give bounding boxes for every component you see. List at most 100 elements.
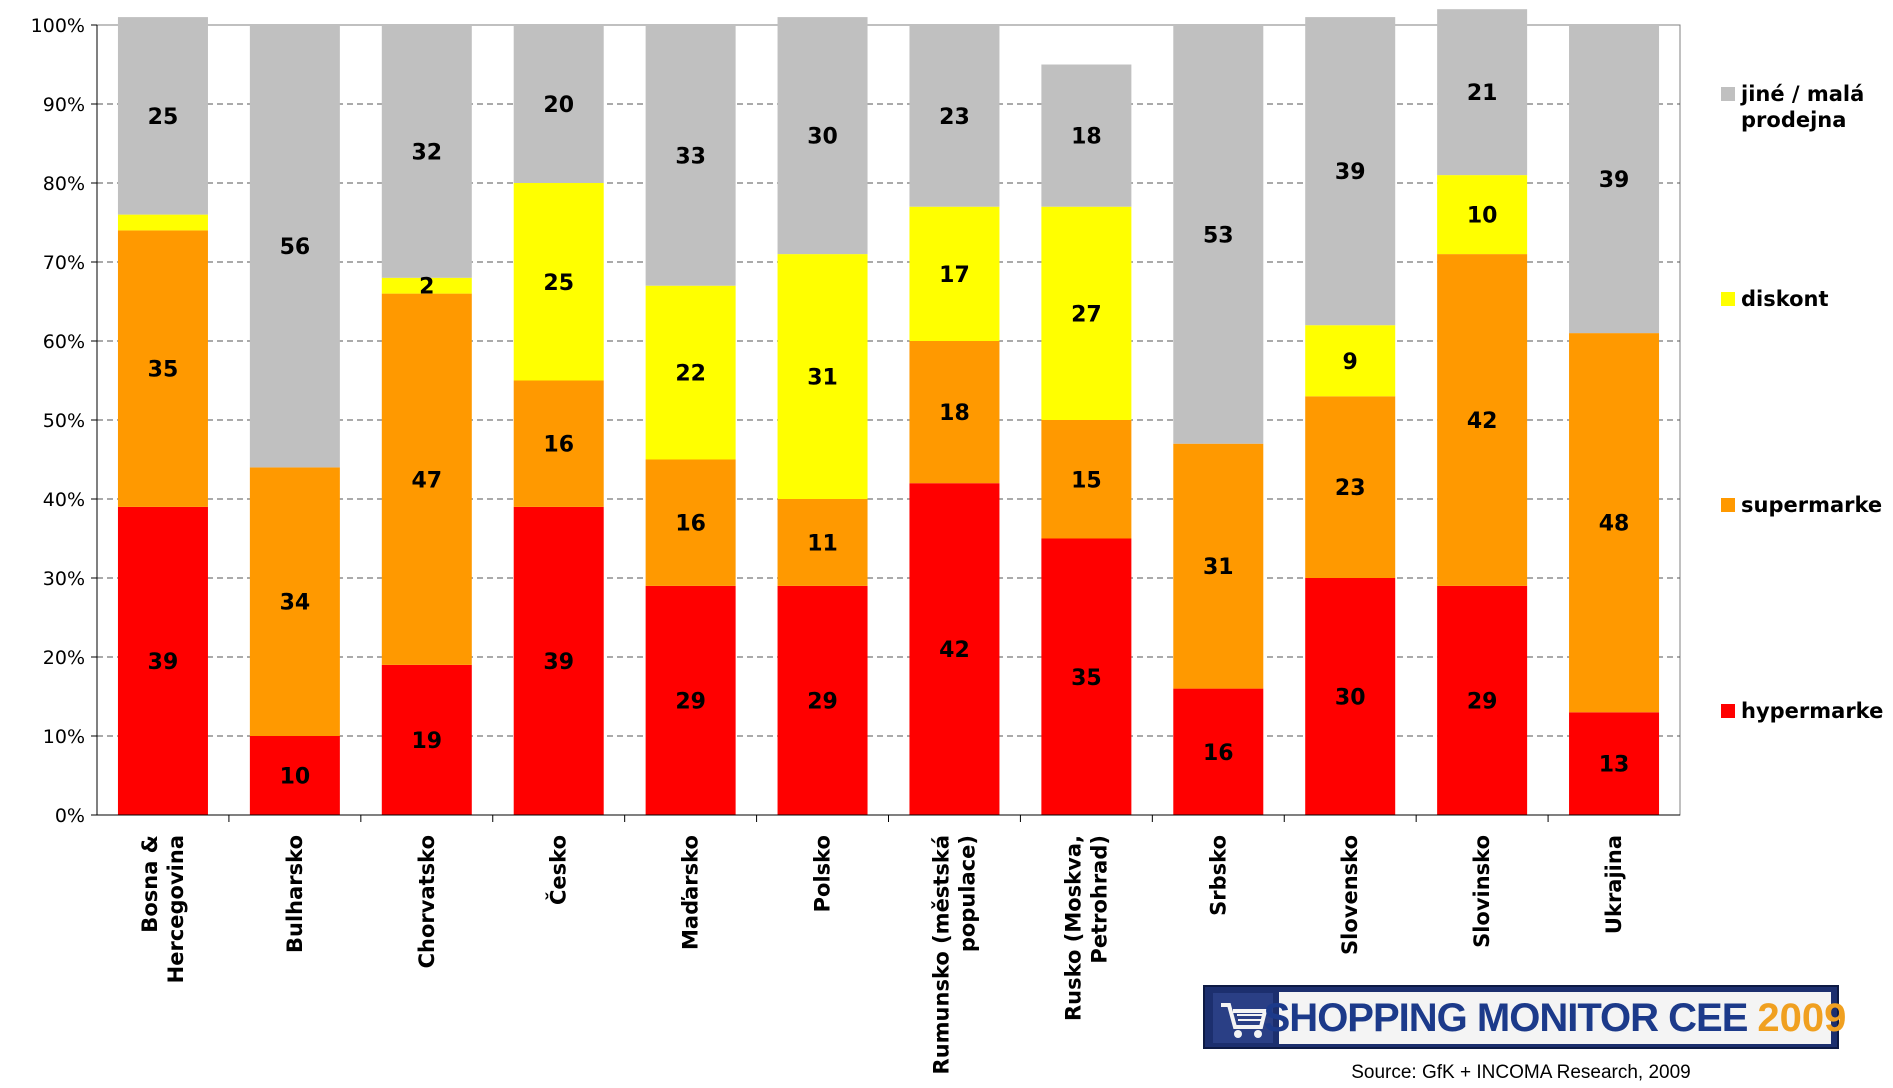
data-label: 31 [807, 366, 838, 391]
bar-segment-3-0 [117, 17, 208, 215]
bar-segment-1-2 [381, 293, 472, 665]
data-label: 29 [807, 689, 838, 714]
y-tick-label: 0% [55, 805, 85, 827]
bar-segment-2-2 [381, 277, 472, 294]
data-label: 42 [1467, 409, 1498, 434]
bar-segment-3-3 [513, 25, 604, 183]
category-label-group: Ukrajina [1602, 835, 1626, 934]
legend-label: diskont [1741, 287, 1829, 311]
y-tick-label: 10% [43, 726, 85, 748]
gridlines [97, 103, 1680, 737]
data-label: 22 [675, 362, 706, 387]
bar-segment-2-7 [1041, 206, 1132, 420]
x-category-label: populace) [955, 835, 979, 952]
y-tick-label: 80% [43, 173, 85, 195]
bar-segment-0-4 [645, 585, 736, 815]
x-category-label: Petrohrad) [1087, 835, 1111, 964]
bar-segment-3-4 [645, 25, 736, 286]
data-label: 27 [1071, 302, 1102, 327]
data-label: 31 [1203, 555, 1234, 580]
category-label-group: Srbsko [1206, 835, 1230, 916]
logo-year: 2009 [1757, 995, 1847, 1040]
y-tick-label: 60% [43, 331, 85, 353]
x-category-label: Srbsko [1206, 835, 1230, 916]
data-label: 18 [939, 401, 970, 426]
x-category-label: Rumunsko (městská [929, 835, 953, 1074]
data-label: 34 [280, 591, 311, 616]
data-label: 2 [419, 275, 434, 300]
data-label: 23 [1335, 476, 1366, 501]
bar-segment-3-6 [909, 25, 1000, 207]
bar-segment-2-0 [117, 214, 208, 231]
bar-segment-0-3 [513, 506, 604, 815]
bar-segment-2-6 [909, 206, 1000, 341]
data-label: 29 [675, 689, 706, 714]
data-label: 20 [543, 93, 574, 118]
bar-segment-3-8 [1173, 25, 1264, 444]
legend-label: supermarke [1741, 493, 1882, 517]
legend-label: prodejna [1741, 108, 1846, 132]
source-note: Source: GfK + INCOMA Research, 2009 [1351, 1062, 1691, 1083]
data-label: 42 [939, 638, 970, 663]
bar-segment-1-5 [777, 499, 868, 586]
y-tick-label: 50% [43, 410, 85, 432]
data-label: 16 [675, 512, 706, 537]
bar-segment-3-1 [249, 25, 340, 468]
bar-segment-1-3 [513, 380, 604, 507]
axes: 0% 10% 20% 30% 40% 50% 60% 70% 80% 90% 100% Bosna &… [31, 15, 1680, 1074]
bar-segment-1-10 [1437, 254, 1528, 586]
bar-segment-3-10 [1437, 9, 1528, 176]
y-tick-label: 100% [31, 15, 85, 37]
x-category-label: Hercegovina [164, 835, 188, 983]
category-label-group: Slovensko [1338, 835, 1362, 955]
data-label: 53 [1203, 223, 1234, 248]
category-label-group: Chorvatsko [415, 835, 439, 968]
bar-segment-1-6 [909, 341, 1000, 484]
bar-segment-0-6 [909, 483, 1000, 815]
bar-segment-0-2 [381, 664, 472, 815]
bars [117, 9, 1660, 815]
category-label-group: Česko [546, 835, 571, 905]
x-category-label: Rusko (Moskva, [1061, 835, 1085, 1021]
data-label: 56 [280, 235, 311, 260]
bar-segment-1-4 [645, 459, 736, 586]
category-label-group: Bosna & Hercegovina [138, 835, 188, 983]
bar-segment-2-5 [777, 254, 868, 499]
logo-title: SHOPPING MONITOR CEE [1263, 995, 1749, 1040]
bar-segment-2-10 [1437, 175, 1528, 255]
category-label-group: Polsko [811, 835, 835, 912]
data-label: 32 [411, 140, 442, 165]
data-labels: 3935251034561947232391625202916223329113… [148, 81, 1630, 789]
legend-swatch-1 [1721, 498, 1735, 512]
x-category-label: Česko [546, 835, 571, 905]
legend-swatch-0 [1721, 704, 1735, 718]
data-label: 47 [411, 468, 442, 493]
bar-segment-0-10 [1437, 585, 1528, 815]
bar-segment-0-0 [117, 506, 208, 815]
shopping-cart-icon [1213, 993, 1273, 1043]
bar-segment-3-5 [777, 17, 868, 255]
y-tick-label: 40% [43, 489, 85, 511]
x-category-label: Polsko [811, 835, 835, 912]
x-category-label: Chorvatsko [415, 835, 439, 968]
bar-segment-0-8 [1173, 688, 1264, 815]
data-label: 13 [1599, 753, 1630, 778]
bar-segment-1-1 [249, 467, 340, 736]
y-tick-label: 70% [43, 252, 85, 274]
data-label: 18 [1071, 125, 1102, 150]
bar-segment-0-5 [777, 585, 868, 815]
bar-segment-3-9 [1305, 17, 1396, 326]
data-label: 10 [1467, 204, 1498, 229]
x-category-label: Slovensko [1338, 835, 1362, 955]
bar-segment-1-8 [1173, 443, 1264, 689]
data-label: 19 [411, 729, 442, 754]
data-label: 11 [807, 531, 838, 556]
y-tick-label: 20% [43, 647, 85, 669]
bar-segment-2-3 [513, 183, 604, 381]
legend-swatch-2 [1721, 292, 1735, 306]
data-label: 33 [675, 144, 706, 169]
x-category-label: Slovinsko [1470, 835, 1494, 948]
category-label-group: Slovinsko [1470, 835, 1494, 948]
data-label: 35 [1071, 666, 1102, 691]
